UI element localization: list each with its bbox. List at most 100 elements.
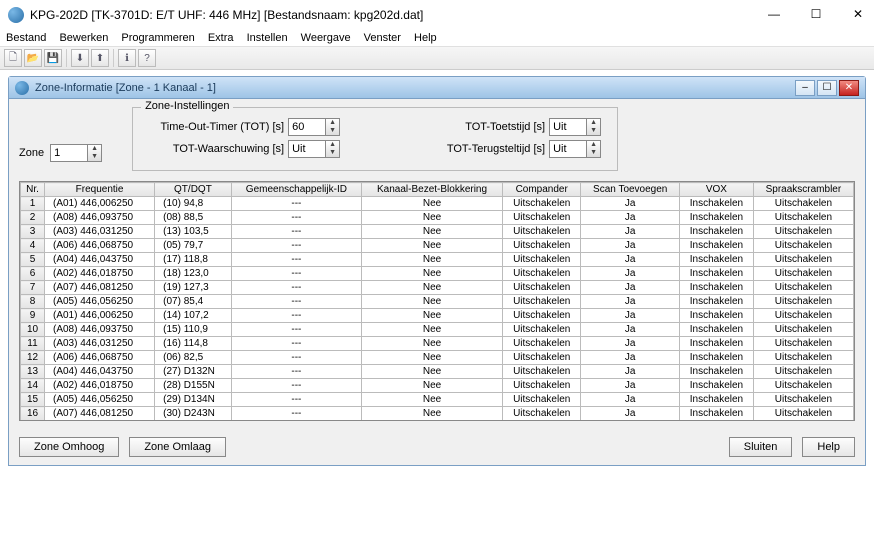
cell-nr[interactable]: 12 [21, 351, 45, 365]
table-row[interactable]: 16(A07) 446,081250(30) D243N---NeeUitsch… [21, 407, 854, 421]
cell-vox[interactable]: Inschakelen [680, 337, 754, 351]
cell-freq[interactable]: (A05) 446,056250 [45, 295, 155, 309]
cell-kbb[interactable]: Nee [362, 351, 503, 365]
cell-qt[interactable]: (06) 82,5 [155, 351, 232, 365]
cell-vox[interactable]: Inschakelen [680, 365, 754, 379]
cell-nr[interactable]: 8 [21, 295, 45, 309]
help-button[interactable]: Help [802, 437, 855, 457]
cell-qt[interactable]: (17) 118,8 [155, 253, 232, 267]
cell-gid[interactable]: --- [231, 309, 361, 323]
cell-gid[interactable]: --- [231, 239, 361, 253]
cell-comp[interactable]: Uitschakelen [502, 365, 580, 379]
cell-freq[interactable]: (A03) 446,031250 [45, 225, 155, 239]
tot-toets-input[interactable] [549, 118, 587, 136]
tot-input[interactable] [288, 118, 326, 136]
cell-vox[interactable]: Inschakelen [680, 197, 754, 211]
cell-vox[interactable]: Inschakelen [680, 295, 754, 309]
cell-qt[interactable]: (13) 103,5 [155, 225, 232, 239]
cell-kbb[interactable]: Nee [362, 267, 503, 281]
cell-gid[interactable]: --- [231, 393, 361, 407]
cell-vox[interactable]: Inschakelen [680, 211, 754, 225]
cell-scan[interactable]: Ja [581, 323, 680, 337]
sub-close-button[interactable]: ✕ [839, 80, 859, 96]
cell-gid[interactable]: --- [231, 281, 361, 295]
cell-scan[interactable]: Ja [581, 295, 680, 309]
cell-scr[interactable]: Uitschakelen [753, 351, 853, 365]
tot-terug-spinner[interactable]: ▲▼ [549, 140, 601, 158]
cell-vox[interactable]: Inschakelen [680, 253, 754, 267]
close-button[interactable]: ✕ [846, 4, 870, 24]
menu-item[interactable]: Help [414, 32, 437, 44]
cell-vox[interactable]: Inschakelen [680, 239, 754, 253]
toolbar-save-icon[interactable]: 💾 [44, 49, 62, 67]
column-header[interactable]: Gemeenschappelijk-ID [231, 183, 361, 197]
cell-scan[interactable]: Ja [581, 393, 680, 407]
cell-kbb[interactable]: Nee [362, 197, 503, 211]
table-row[interactable]: 13(A04) 446,043750(27) D132N---NeeUitsch… [21, 365, 854, 379]
cell-kbb[interactable]: Nee [362, 337, 503, 351]
menu-item[interactable]: Programmeren [121, 32, 194, 44]
cell-vox[interactable]: Inschakelen [680, 225, 754, 239]
cell-qt[interactable]: (28) D155N [155, 379, 232, 393]
cell-nr[interactable]: 9 [21, 309, 45, 323]
cell-scan[interactable]: Ja [581, 281, 680, 295]
cell-qt[interactable]: (07) 85,4 [155, 295, 232, 309]
table-row[interactable]: 2(A08) 446,093750(08) 88,5---NeeUitschak… [21, 211, 854, 225]
sub-minimize-button[interactable]: – [795, 80, 815, 96]
cell-scr[interactable]: Uitschakelen [753, 407, 853, 421]
cell-scr[interactable]: Uitschakelen [753, 337, 853, 351]
tot-spinner[interactable]: ▲▼ [288, 118, 340, 136]
table-row[interactable]: 6(A02) 446,018750(18) 123,0---NeeUitscha… [21, 267, 854, 281]
cell-freq[interactable]: (A06) 446,068750 [45, 239, 155, 253]
cell-scr[interactable]: Uitschakelen [753, 253, 853, 267]
menu-item[interactable]: Venster [364, 32, 401, 44]
cell-gid[interactable]: --- [231, 267, 361, 281]
cell-qt[interactable]: (18) 123,0 [155, 267, 232, 281]
cell-freq[interactable]: (A06) 446,068750 [45, 351, 155, 365]
table-row[interactable]: 15(A05) 446,056250(29) D134N---NeeUitsch… [21, 393, 854, 407]
cell-comp[interactable]: Uitschakelen [502, 253, 580, 267]
cell-scan[interactable]: Ja [581, 253, 680, 267]
column-header[interactable]: Nr. [21, 183, 45, 197]
menu-item[interactable]: Bestand [6, 32, 46, 44]
tot-terug-input[interactable] [549, 140, 587, 158]
cell-nr[interactable]: 3 [21, 225, 45, 239]
cell-qt[interactable]: (16) 114,8 [155, 337, 232, 351]
tot-toets-spinner[interactable]: ▲▼ [549, 118, 601, 136]
cell-kbb[interactable]: Nee [362, 407, 503, 421]
column-header[interactable]: Compander [502, 183, 580, 197]
cell-qt[interactable]: (10) 94,8 [155, 197, 232, 211]
cell-gid[interactable]: --- [231, 295, 361, 309]
cell-comp[interactable]: Uitschakelen [502, 211, 580, 225]
minimize-button[interactable]: — [762, 4, 786, 24]
cell-gid[interactable]: --- [231, 407, 361, 421]
cell-scr[interactable]: Uitschakelen [753, 239, 853, 253]
cell-nr[interactable]: 1 [21, 197, 45, 211]
cell-scan[interactable]: Ja [581, 407, 680, 421]
toolbar-open-icon[interactable]: 📂 [24, 49, 42, 67]
cell-gid[interactable]: --- [231, 197, 361, 211]
cell-scan[interactable]: Ja [581, 379, 680, 393]
cell-qt[interactable]: (27) D132N [155, 365, 232, 379]
cell-comp[interactable]: Uitschakelen [502, 295, 580, 309]
cell-scr[interactable]: Uitschakelen [753, 295, 853, 309]
cell-qt[interactable]: (15) 110,9 [155, 323, 232, 337]
cell-scan[interactable]: Ja [581, 211, 680, 225]
table-row[interactable]: 4(A06) 446,068750(05) 79,7---NeeUitschak… [21, 239, 854, 253]
cell-comp[interactable]: Uitschakelen [502, 267, 580, 281]
sub-maximize-button[interactable]: ☐ [817, 80, 837, 96]
cell-comp[interactable]: Uitschakelen [502, 323, 580, 337]
cell-gid[interactable]: --- [231, 351, 361, 365]
cell-scr[interactable]: Uitschakelen [753, 197, 853, 211]
menu-item[interactable]: Bewerken [59, 32, 108, 44]
cell-scr[interactable]: Uitschakelen [753, 225, 853, 239]
cell-scr[interactable]: Uitschakelen [753, 211, 853, 225]
cell-comp[interactable]: Uitschakelen [502, 225, 580, 239]
cell-kbb[interactable]: Nee [362, 309, 503, 323]
cell-gid[interactable]: --- [231, 379, 361, 393]
cell-kbb[interactable]: Nee [362, 379, 503, 393]
cell-freq[interactable]: (A04) 446,043750 [45, 253, 155, 267]
cell-nr[interactable]: 16 [21, 407, 45, 421]
cell-scr[interactable]: Uitschakelen [753, 379, 853, 393]
cell-kbb[interactable]: Nee [362, 211, 503, 225]
